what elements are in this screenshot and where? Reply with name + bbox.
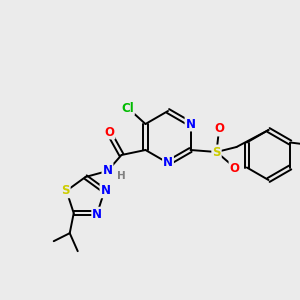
Text: O: O	[104, 125, 115, 139]
Text: Cl: Cl	[121, 101, 134, 115]
Text: N: N	[163, 157, 173, 169]
Text: O: O	[230, 161, 239, 175]
Text: S: S	[61, 184, 70, 197]
Text: S: S	[212, 146, 221, 158]
Text: O: O	[214, 122, 224, 136]
Text: N: N	[92, 208, 102, 221]
Text: N: N	[100, 184, 110, 197]
Text: H: H	[117, 171, 126, 181]
Text: N: N	[103, 164, 112, 176]
Text: N: N	[185, 118, 196, 130]
